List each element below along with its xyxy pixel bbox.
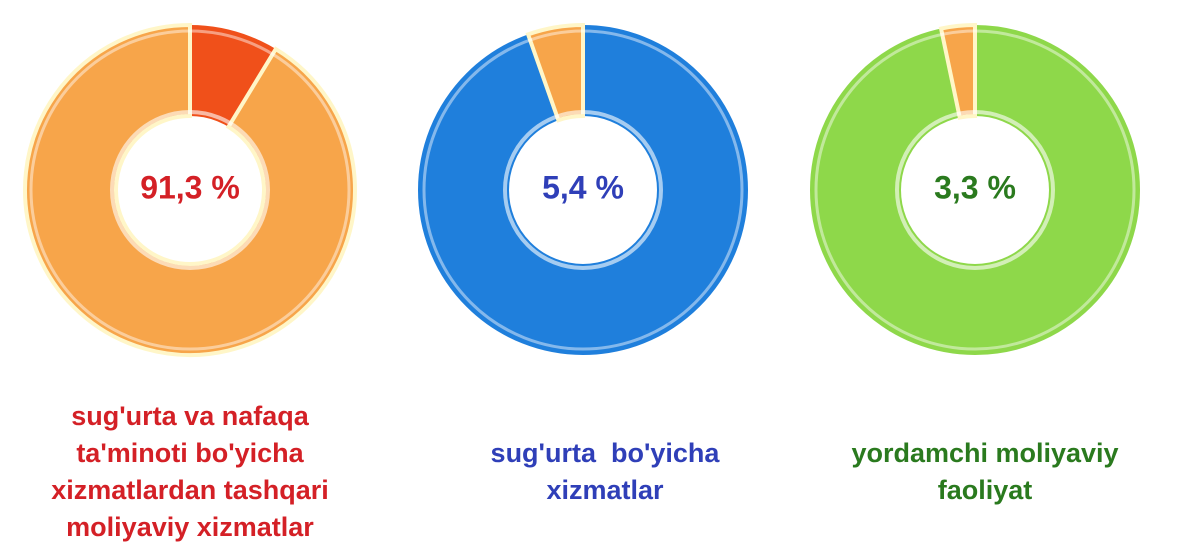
center-label: 3,3 % [934, 169, 1016, 205]
ring-highlight [422, 29, 744, 351]
donut: 3,3 % [810, 22, 1140, 355]
ring-highlight [29, 29, 351, 351]
hole-edge [895, 110, 1055, 270]
caption: yordamchi moliyaviy faoliyat [851, 438, 1127, 505]
donut: 91,3 % [23, 22, 357, 357]
slice [938, 22, 977, 120]
hole-edge [503, 110, 663, 270]
caption: sug'urta bo'yicha xizmatlar [490, 438, 727, 505]
hole-edge [110, 110, 270, 270]
donut: 5,4 % [418, 22, 748, 355]
donut-area: 91,3 % 5,4 % 3,3 % [23, 22, 1140, 357]
ring-highlight [814, 29, 1136, 351]
center-label: 91,3 % [140, 169, 240, 205]
caption: sug'urta va nafaqa ta'minoti bo'yicha xi… [51, 401, 337, 542]
center-label: 5,4 % [542, 169, 624, 205]
slice [23, 22, 357, 357]
slice [525, 22, 585, 123]
